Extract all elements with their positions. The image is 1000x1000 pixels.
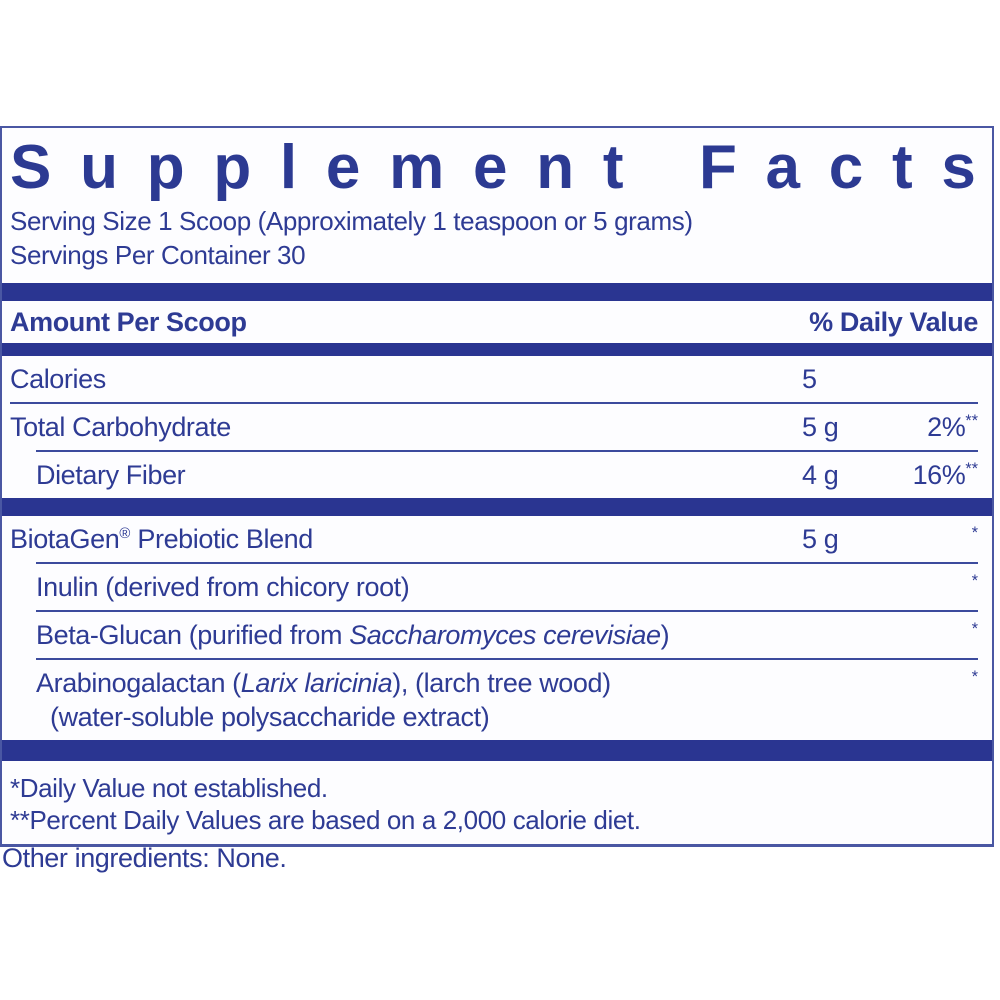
title-letter: t (891, 133, 913, 202)
title-letter: e (472, 133, 508, 202)
title-letter: m (389, 133, 445, 202)
row-total-carbohydrate: Total Carbohydrate 5 g 2%** (10, 404, 978, 450)
ingredient-name: BiotaGen® Prebiotic Blend (10, 524, 313, 554)
divider-bar (2, 740, 992, 761)
row-separator (36, 658, 978, 660)
row-dietary-fiber: Dietary Fiber 4 g 16%** (10, 452, 978, 498)
ingredient-name: Arabinogalactan (Larix laricinia), (larc… (10, 668, 802, 732)
title-letter: p (146, 133, 185, 202)
row-calories: Calories 5 (10, 356, 978, 402)
other-ingredients: Other ingredients: None. (2, 843, 287, 873)
row-inulin-derived-from-chicory-root: Inulin (derived from chicory root) * (10, 564, 978, 610)
title-letter: S (10, 133, 52, 202)
footnote: *Daily Value not established. (10, 773, 328, 803)
title-letter: t (602, 133, 624, 202)
daily-value: * (971, 668, 978, 686)
row-separator (36, 610, 978, 612)
row-separator (36, 562, 978, 564)
ingredient-rows: Calories 5 Total Carbohydrate 5 g 2%** Dietar… (2, 356, 992, 740)
row-separator (10, 402, 978, 404)
column-header-row: Amount Per Scoop % Daily Value (10, 301, 978, 343)
title-letter: e (325, 133, 361, 202)
amount-value: 5 (802, 364, 817, 394)
daily-value-header: % Daily Value (809, 307, 978, 337)
row-arabinogalactan: Arabinogalactan (Larix laricinia), (larc… (10, 660, 978, 740)
amount-value: 5 g (802, 524, 839, 554)
title-letter: a (765, 133, 801, 202)
footnotes: *Daily Value not established. **Percent D… (10, 761, 978, 838)
divider-bar (2, 343, 992, 356)
ingredient-name: Dietary Fiber (36, 460, 186, 490)
daily-value: * (971, 524, 978, 542)
daily-value: 16%** (912, 460, 978, 490)
amount-per-scoop-header: Amount Per Scoop (10, 307, 247, 337)
servings-per-container: Servings Per Container 30 (10, 240, 306, 270)
amount-value: 5 g (802, 412, 839, 442)
title-letter: c (828, 133, 864, 202)
divider-bar (2, 498, 992, 516)
daily-value: * (971, 572, 978, 590)
daily-value: * (971, 620, 978, 638)
ingredient-name: Inulin (derived from chicory root) (36, 572, 410, 602)
amount-value: 4 g (802, 460, 839, 490)
ingredient-name-line2: (water-soluble polysaccharide extract) (50, 702, 490, 732)
daily-value: 2%** (927, 412, 978, 442)
title-letter: u (80, 133, 118, 202)
row-beta-glucan-purified-from: Beta-Glucan (purified from Saccharomyces… (10, 612, 978, 658)
serving-size: Serving Size 1 Scoop (Approximately 1 te… (10, 206, 693, 236)
divider-bar (2, 283, 992, 301)
title-letter: s (941, 133, 976, 202)
ingredient-name: Calories (10, 364, 106, 394)
ingredient-name: Total Carbohydrate (10, 412, 231, 442)
title-letter: l (279, 133, 298, 202)
ingredient-name: Beta-Glucan (purified from Saccharomyces… (36, 620, 670, 650)
title-letter: n (536, 133, 575, 202)
row-separator (36, 450, 978, 452)
title-letter: F (698, 133, 737, 202)
title-letter (652, 132, 670, 204)
row-biotagen: BiotaGen® Prebiotic Blend 5 g * (10, 516, 978, 562)
title-letter: p (213, 133, 252, 202)
footnote: **Percent Daily Values are based on a 2,… (10, 805, 641, 835)
